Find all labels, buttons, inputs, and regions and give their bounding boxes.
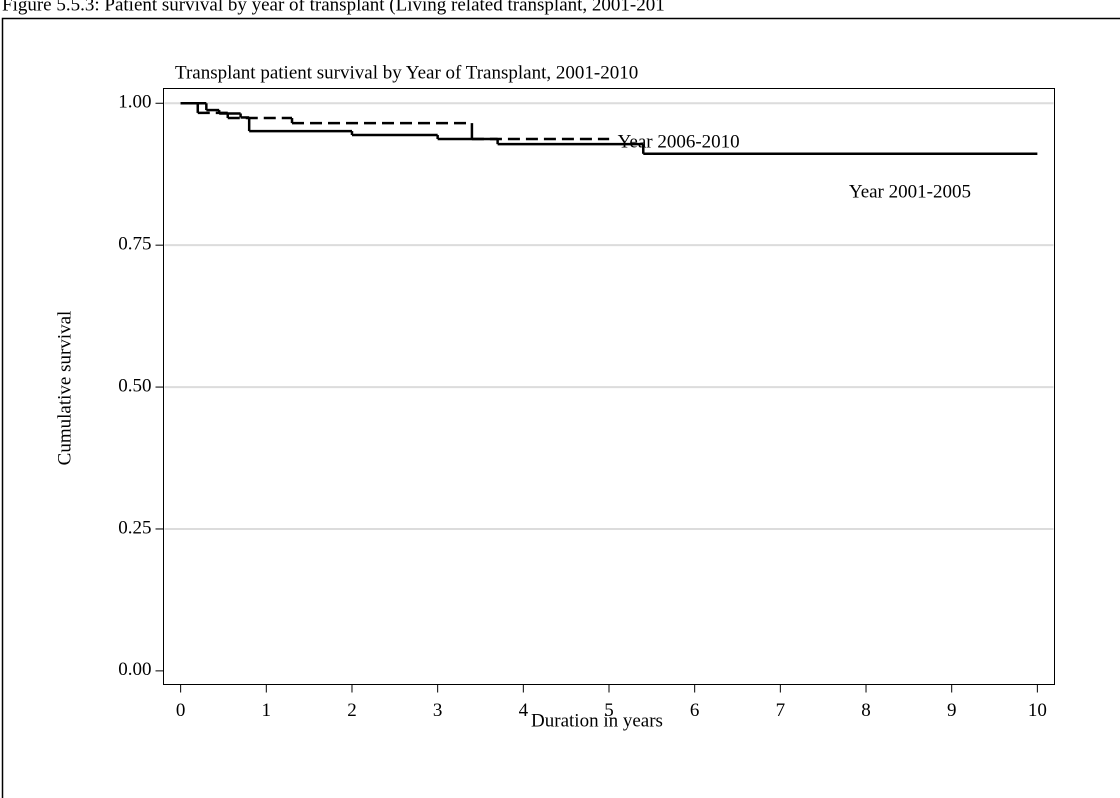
x-tick-label: 9 — [947, 700, 957, 721]
x-tick-label: 0 — [176, 700, 186, 721]
series-label: Year 2006-2010 — [618, 131, 740, 152]
x-axis-label: Duration in years — [531, 710, 663, 731]
x-tick-label: 1 — [262, 700, 272, 721]
chart-title: Transplant patient survival by Year of T… — [175, 62, 638, 83]
y-tick-label: 0.25 — [118, 517, 151, 538]
y-tick-label: 0.00 — [118, 659, 151, 680]
y-axis-label: Cumulative survival — [54, 311, 75, 466]
x-tick-label: 7 — [776, 700, 786, 721]
y-tick-label: 0.75 — [118, 234, 151, 255]
x-tick-label: 4 — [519, 700, 529, 721]
x-tick-label: 6 — [690, 700, 700, 721]
series-label: Year 2001-2005 — [849, 181, 971, 202]
y-tick-label: 0.50 — [118, 375, 151, 396]
y-tick-label: 1.00 — [118, 92, 151, 113]
figure-frame — [1, 17, 1120, 798]
x-tick-label: 2 — [347, 700, 357, 721]
x-tick-label: 3 — [433, 700, 443, 721]
figure-caption: Figure 5.5.3: Patient survival by year o… — [2, 0, 665, 15]
x-tick-label: 5 — [604, 700, 614, 721]
x-tick-label: 8 — [861, 700, 871, 721]
x-tick-label: 10 — [1028, 700, 1047, 721]
